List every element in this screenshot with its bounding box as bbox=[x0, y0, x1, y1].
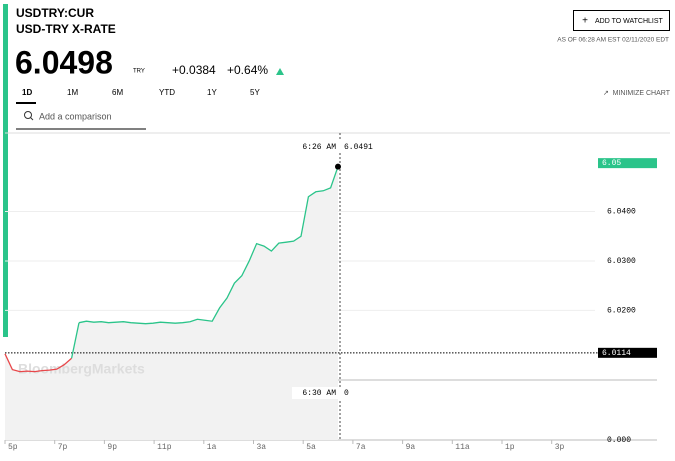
tab[interactable]: 1D bbox=[22, 88, 32, 97]
volume-time: 6:30 AM bbox=[302, 389, 336, 398]
tab[interactable]: YTD bbox=[159, 88, 175, 97]
current-price-label: 6.05 bbox=[602, 159, 621, 168]
cursor-dot bbox=[335, 163, 341, 170]
watchlist-button[interactable]: + ADD TO WATCHLIST bbox=[573, 10, 670, 31]
watchlist-label: ADD TO WATCHLIST bbox=[595, 18, 664, 25]
area bbox=[5, 166, 338, 441]
x-tick-label: 5p bbox=[8, 443, 18, 452]
x-tick-label: 1a bbox=[207, 443, 217, 452]
price-line bbox=[4, 353, 73, 373]
price: 6.0498 bbox=[15, 44, 113, 80]
price-line bbox=[78, 166, 339, 325]
connector bbox=[70, 322, 80, 359]
tab[interactable]: 1M bbox=[67, 88, 78, 97]
current-price-box bbox=[598, 158, 657, 169]
x-tick-label: 5a bbox=[306, 443, 316, 452]
as-of: AS OF 06:28 AM EST 02/11/2020 EDT bbox=[557, 37, 669, 44]
x-tick-label: 3a bbox=[257, 443, 267, 452]
instrument-name: USD-TRY X-RATE bbox=[16, 22, 116, 36]
cursor-value: 6.0491 bbox=[344, 143, 373, 152]
prev-close-box bbox=[598, 347, 657, 358]
prev-close-label: 6.0114 bbox=[602, 349, 631, 358]
x-tick-label: 9a bbox=[406, 443, 416, 452]
x-tick-label: 11p bbox=[157, 443, 172, 452]
x-tick-label: 7a bbox=[356, 443, 366, 452]
y-tick-label: 6.0400 bbox=[607, 208, 636, 217]
x-tick-label: 11a bbox=[455, 443, 470, 452]
y-tick-label: 6.0300 bbox=[607, 257, 636, 266]
x-tick-label: 1p bbox=[505, 443, 515, 452]
accent-bar bbox=[3, 4, 8, 337]
tab[interactable]: 5Y bbox=[250, 88, 260, 97]
search-icon bbox=[24, 111, 32, 119]
watermark: BloombergMarkets bbox=[18, 361, 145, 377]
plot: 6.0400 6.0300 6.0200 0.000 5p 7p 9p 11p 1a 3a 5a 7a… bbox=[4, 133, 657, 452]
currency: TRY bbox=[133, 69, 145, 75]
cursor-time: 6:26 AM bbox=[302, 143, 336, 152]
cursor-tooltip bbox=[292, 141, 378, 153]
y-tick-label: 6.0200 bbox=[607, 306, 636, 315]
up-arrow bbox=[276, 68, 284, 75]
button-frame bbox=[573, 10, 670, 31]
tab[interactable]: 1Y bbox=[207, 88, 217, 97]
change: +0.0384 bbox=[172, 63, 216, 77]
comparison-input[interactable]: Add a comparison bbox=[39, 111, 112, 121]
plus-icon: + bbox=[582, 16, 588, 27]
volume-tooltip bbox=[292, 387, 352, 399]
volume-value: 0 bbox=[344, 389, 349, 398]
minimize-chart[interactable]: MINIMIZE CHART bbox=[613, 90, 671, 97]
change-pct: +0.64% bbox=[227, 63, 268, 77]
x-tick-label: 9p bbox=[107, 443, 117, 452]
symbol: USDTRY:CUR bbox=[16, 6, 94, 20]
tab[interactable]: 6M bbox=[112, 88, 123, 97]
search-icon-handle bbox=[30, 117, 34, 121]
minimize-icon: ↗ bbox=[603, 90, 609, 97]
x-tick-label: 7p bbox=[58, 443, 68, 452]
y2-tick-label: 0.000 bbox=[607, 436, 631, 445]
x-tick-label: 3p bbox=[555, 443, 565, 452]
tabs: 1D 1M 6M YTD 1Y 5Y bbox=[22, 88, 260, 97]
